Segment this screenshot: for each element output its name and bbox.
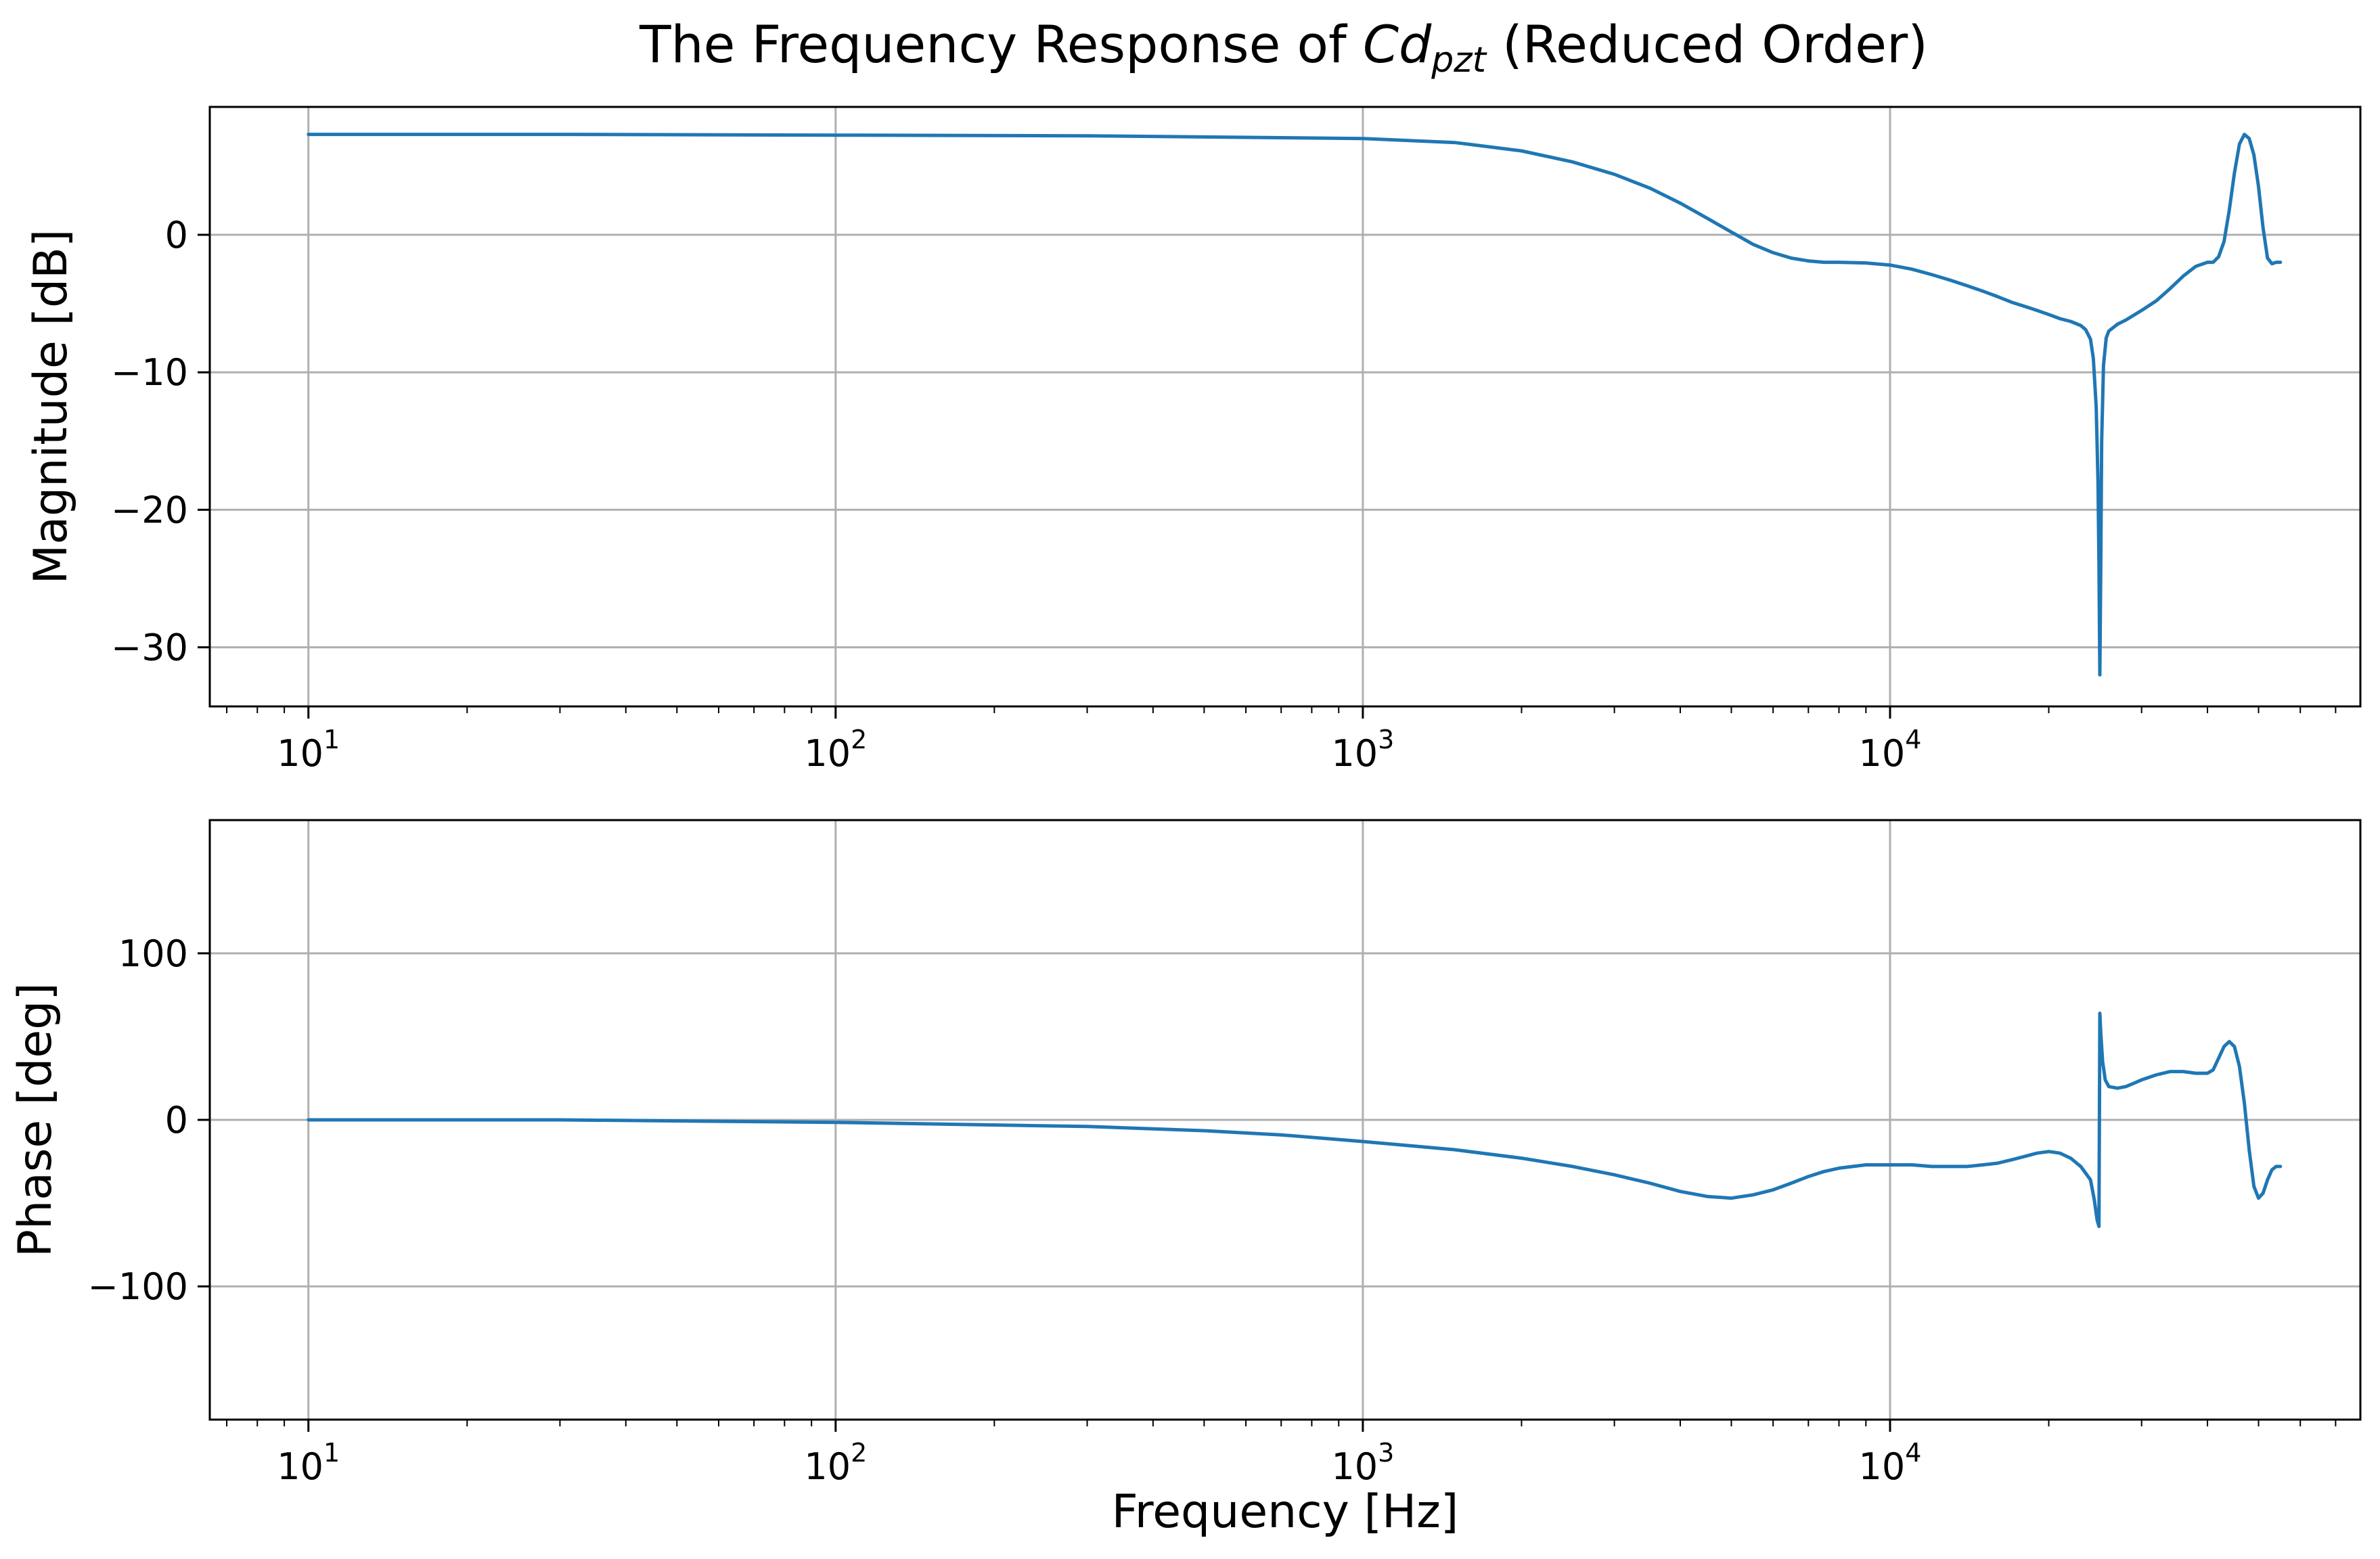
title-prefix: The Frequency Response of <box>639 14 1363 74</box>
figure-title: The Frequency Response of Cdpzt (Reduced… <box>639 14 1928 81</box>
phase-y-tick-label-1: 0 <box>165 1099 188 1142</box>
phase-y-axis-label: Phase [deg] <box>9 982 62 1257</box>
phase-plot: 101 102 103 104 100 0 −100 Phase [deg] Frequency… <box>9 819 2362 1539</box>
magnitude-series-line-0 <box>307 133 2283 677</box>
title-symbol: Cd <box>1363 14 1432 74</box>
magnitude-axes-frame <box>208 106 2362 708</box>
phase-axes-frame <box>208 819 2362 1421</box>
magnitude-y-tick-label-0: 0 <box>165 214 188 256</box>
phase-y-tick-label-0: 100 <box>118 932 188 975</box>
title-suffix: (Reduced Order) <box>1486 14 1928 74</box>
phase-x-tick-label-1: 102 <box>804 1438 867 1488</box>
magnitude-x-tick-label-3: 104 <box>1859 725 1922 775</box>
phase-x-tick-label-3: 104 <box>1859 1438 1922 1488</box>
magnitude-y-tick-label-3: −30 <box>111 627 188 669</box>
magnitude-y-tick-label-1: −10 <box>111 351 188 394</box>
magnitude-x-tick-label-0: 101 <box>277 725 340 775</box>
phase-series-line-0 <box>307 1012 2283 1228</box>
magnitude-plot: 101 102 103 104 0 −10 −20 −30 Magnitude [dB] <box>24 106 2362 775</box>
phase-y-tick-label-2: −100 <box>88 1265 188 1308</box>
phase-x-tick-label-0: 101 <box>277 1438 340 1488</box>
magnitude-x-tick-label-2: 103 <box>1331 725 1394 775</box>
phase-x-tick-label-2: 103 <box>1331 1438 1394 1488</box>
title-subscript: pzt <box>1431 40 1487 81</box>
phase-x-axis-label: Frequency [Hz] <box>1112 1485 1459 1539</box>
magnitude-y-axis-label: Magnitude [dB] <box>24 229 78 585</box>
magnitude-x-tick-label-1: 102 <box>804 725 867 775</box>
magnitude-y-tick-label-2: −20 <box>111 489 188 531</box>
